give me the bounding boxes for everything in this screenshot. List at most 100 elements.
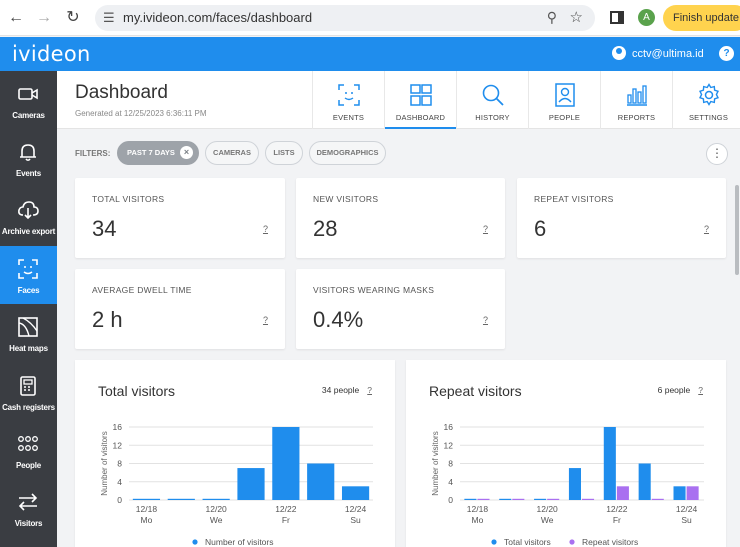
portrait-icon — [555, 83, 575, 107]
x-tick-sublabel: Su — [350, 515, 361, 525]
cloud-download-icon — [18, 201, 39, 220]
tab-settings[interactable]: SETTINGS — [672, 71, 740, 129]
bar-repeat-visitors — [547, 498, 560, 500]
browser-toolbar: ← → ↻ ☰ my.ivideon.com/faces/dashboard ⚲… — [0, 0, 740, 36]
sidebar-item-people[interactable]: People — [0, 421, 57, 479]
x-tick-label: 12/22 — [275, 504, 297, 514]
help-link[interactable]: ? — [698, 385, 703, 395]
y-axis-label: Number of visitors — [100, 431, 109, 495]
x-tick-label: 12/20 — [206, 504, 228, 514]
help-link[interactable]: ? — [482, 224, 488, 234]
legend-label: Total visitors — [504, 537, 551, 547]
sidebar-item-cameras[interactable]: Cameras — [0, 71, 57, 129]
reload-icon[interactable]: ↻ — [66, 9, 80, 26]
sidebar-item-events[interactable]: Events — [0, 129, 57, 187]
help-link[interactable]: ? — [262, 315, 268, 325]
chip-label: PAST 7 DAYS — [127, 148, 175, 157]
user-email: cctv@ultima.id — [632, 48, 704, 60]
filter-chip-lists[interactable]: LISTS — [265, 141, 303, 165]
sidebar-item-archive-export[interactable]: Archive export — [0, 187, 57, 245]
bar-total-visitors — [638, 463, 651, 500]
x-tick-sublabel: Mo — [472, 515, 484, 525]
stat-card-repeat-visitors: REPEAT VISITORS 6 ? — [517, 178, 726, 258]
stat-value: 34 — [92, 216, 117, 241]
cash-register-icon — [20, 376, 36, 396]
stat-label: TOTAL VISITORS — [92, 194, 165, 204]
x-tick-label: 12/22 — [606, 504, 628, 514]
panel-title: Total visitors — [98, 383, 176, 399]
filter-chip-past-7-days[interactable]: PAST 7 DAYS × — [117, 141, 199, 165]
help-icon[interactable]: ? — [719, 46, 734, 61]
help-link[interactable]: ? — [262, 224, 268, 234]
tab-label: PEOPLE — [548, 113, 581, 122]
bar-number-of-visitors — [307, 463, 335, 500]
side-panel-icon[interactable] — [610, 11, 624, 24]
url-text[interactable]: my.ivideon.com/faces/dashboard — [123, 10, 313, 25]
ivideon-logo[interactable]: ivideon — [12, 42, 91, 66]
bar-repeat-visitors — [651, 498, 664, 500]
tab-reports[interactable]: REPORTS — [600, 71, 672, 129]
site-settings-icon[interactable]: ☰ — [103, 10, 115, 25]
help-link[interactable]: ? — [703, 224, 709, 234]
bar-repeat-visitors — [686, 486, 699, 500]
user-menu[interactable]: cctv@ultima.id — [612, 46, 704, 60]
bar-number-of-visitors — [237, 468, 265, 500]
sidebar-item-cash-registers[interactable]: Cash registers — [0, 363, 57, 421]
stat-value: 0.4% — [313, 307, 364, 332]
forward-arrow-icon[interactable]: → — [36, 9, 52, 26]
y-tick-label: 12 — [444, 440, 454, 450]
tab-history[interactable]: HISTORY — [456, 71, 528, 129]
bar-number-of-visitors — [167, 498, 195, 500]
sidebar-item-label: Cameras — [12, 111, 45, 120]
tab-dashboard[interactable]: DASHBOARD — [384, 71, 456, 129]
address-bar[interactable]: ☰ my.ivideon.com/faces/dashboard ⚲ ☆ — [95, 5, 595, 31]
sidebar-item-label: Cash registers — [2, 403, 55, 412]
tab-events[interactable]: EVENTS — [312, 71, 384, 129]
legend-marker — [491, 539, 497, 545]
total-visitors-panel: 0 4 8 12 16 Number of visitors 12/18 Mo 12/20 We 1… — [75, 360, 395, 547]
bar-total-visitors — [534, 498, 547, 500]
page-scrollbar[interactable] — [735, 185, 739, 275]
profile-avatar[interactable]: A — [638, 9, 655, 26]
tab-label: EVENTS — [332, 113, 365, 122]
dashboard-icon — [410, 84, 432, 106]
sidebar-item-label: Events — [15, 169, 42, 178]
page-title: Dashboard — [75, 82, 168, 103]
generated-timestamp: Generated at 12/25/2023 6:36:11 PM — [75, 109, 207, 118]
y-axis-label: Number of visitors — [431, 431, 440, 495]
zoom-icon[interactable]: ⚲ — [546, 9, 557, 25]
sidebar: Cameras Events Archive export Faces Heat… — [0, 71, 57, 547]
x-tick-sublabel: We — [210, 515, 223, 525]
sidebar-item-faces[interactable]: Faces — [0, 246, 57, 304]
bar-number-of-visitors — [132, 498, 161, 500]
x-tick-label: 12/20 — [537, 504, 559, 514]
sidebar-item-heat-maps[interactable]: Heat maps — [0, 304, 57, 362]
x-tick-label: 12/18 — [467, 504, 489, 514]
gear-icon — [699, 83, 719, 106]
sidebar-item-label: Faces — [17, 286, 40, 295]
finish-update-button[interactable]: Finish update — [663, 5, 740, 31]
camera-icon — [18, 88, 38, 100]
bookmark-star-icon[interactable]: ☆ — [569, 9, 583, 26]
tab-label: REPORTS — [617, 113, 656, 122]
y-tick-label: 16 — [113, 422, 123, 432]
tab-label: SETTINGS — [688, 113, 729, 122]
bar-number-of-visitors — [341, 486, 370, 500]
tab-people[interactable]: PEOPLE — [528, 71, 600, 129]
filter-chip-demographics[interactable]: DEMOGRAPHICS — [309, 141, 386, 165]
help-link[interactable]: ? — [482, 315, 488, 325]
help-link[interactable]: ? — [367, 385, 372, 395]
y-tick-label: 0 — [117, 495, 122, 505]
back-arrow-icon[interactable]: ← — [8, 9, 24, 26]
sidebar-item-label: People — [15, 461, 42, 470]
filter-chip-cameras[interactable]: CAMERAS — [205, 141, 259, 165]
close-icon[interactable]: × — [180, 146, 193, 159]
more-options-icon[interactable]: ⋮ — [706, 143, 728, 165]
sidebar-item-visitors[interactable]: Visitors — [0, 479, 57, 537]
app-header: ivideon cctv@ultima.id ? — [0, 37, 740, 71]
filters-label: FILTERS: — [75, 149, 111, 158]
stat-label: REPEAT VISITORS — [534, 194, 614, 204]
stat-label: NEW VISITORS — [313, 194, 379, 204]
bar-chart-icon — [627, 85, 647, 106]
